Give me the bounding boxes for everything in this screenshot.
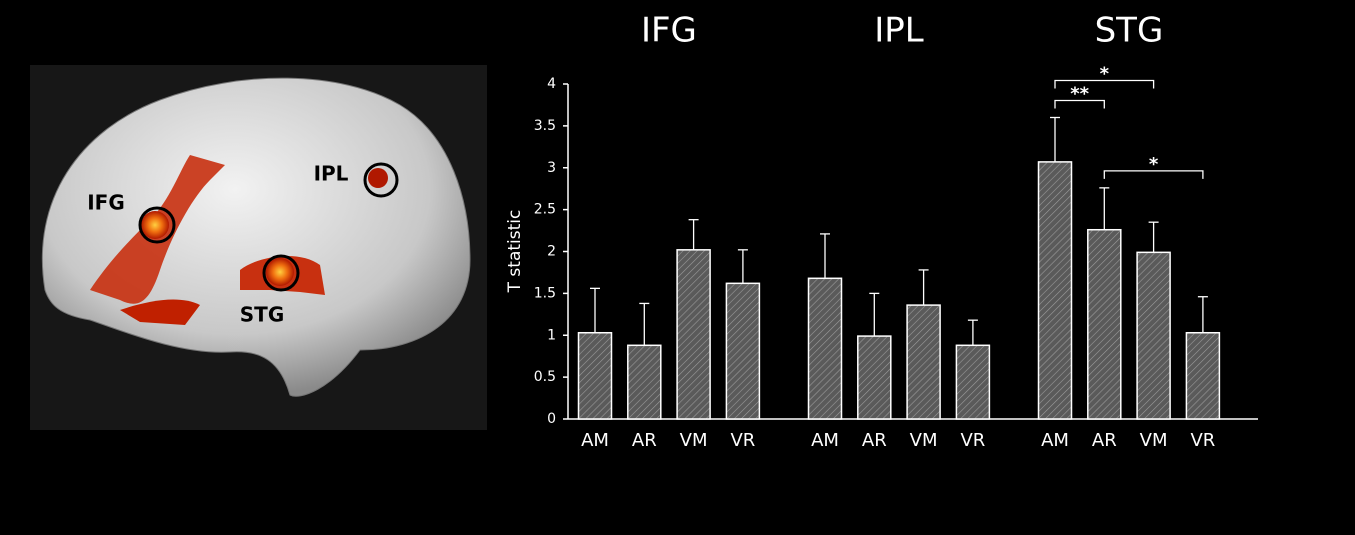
y-tick-label: 1.5 bbox=[534, 285, 556, 301]
y-tick-label: 0 bbox=[547, 411, 556, 427]
y-tick-label: 2.5 bbox=[534, 202, 556, 218]
bar bbox=[858, 336, 891, 419]
significance-label: ** bbox=[1070, 84, 1089, 105]
group-title: STG bbox=[1095, 11, 1164, 51]
bar bbox=[956, 345, 989, 419]
x-tick-label: AR bbox=[1092, 430, 1117, 451]
x-tick-label: VM bbox=[910, 430, 938, 451]
x-tick-label: AR bbox=[632, 430, 657, 451]
significance-label: * bbox=[1149, 154, 1159, 175]
y-tick-label: 0.5 bbox=[534, 369, 556, 385]
bar bbox=[809, 278, 842, 419]
y-tick-label: 3.5 bbox=[534, 118, 556, 134]
x-tick-label: AR bbox=[862, 430, 887, 451]
bar bbox=[907, 305, 940, 419]
significance-label: * bbox=[1100, 64, 1110, 85]
figure: IFG IPL STG T statistic 0 0.5 1 1.5 2 2.5 3 3.5… bbox=[0, 0, 1355, 535]
bar bbox=[1137, 252, 1170, 419]
y-tick-label: 2 bbox=[547, 244, 556, 260]
x-tick-label: VR bbox=[1190, 430, 1215, 451]
page: IFG IPL STG T statistic 0 0.5 1 1.5 2 2.5 3 3.5… bbox=[0, 0, 1355, 535]
bar bbox=[677, 250, 710, 419]
x-tick-label: AM bbox=[581, 430, 609, 451]
x-tick-label: VM bbox=[1140, 430, 1168, 451]
bar bbox=[1088, 230, 1121, 419]
bar bbox=[579, 333, 612, 419]
x-tick-label: VR bbox=[960, 430, 985, 451]
group-title: IFG bbox=[641, 11, 697, 51]
y-tick-label: 3 bbox=[547, 160, 556, 176]
y-axis-title: T statistic bbox=[505, 210, 525, 294]
y-tick-label: 1 bbox=[547, 327, 556, 343]
x-tick-label: VR bbox=[730, 430, 755, 451]
brain-image: IFG IPL STG bbox=[30, 65, 487, 430]
region-label: IFG bbox=[87, 191, 125, 215]
x-tick-label: AM bbox=[1041, 430, 1069, 451]
region-label: IPL bbox=[314, 162, 349, 186]
region-label: STG bbox=[240, 303, 284, 327]
y-tick-label: 4 bbox=[547, 76, 556, 92]
x-tick-label: AM bbox=[811, 430, 839, 451]
group-title: IPL bbox=[874, 11, 924, 51]
bar bbox=[1039, 162, 1072, 419]
bar bbox=[726, 283, 759, 419]
bar bbox=[1186, 333, 1219, 419]
bar bbox=[628, 345, 661, 419]
x-tick-label: VM bbox=[680, 430, 708, 451]
